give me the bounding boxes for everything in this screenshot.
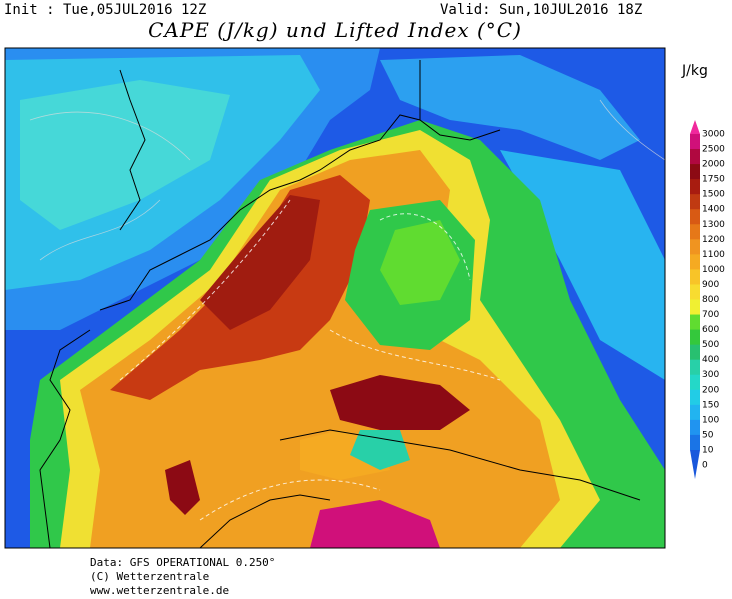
colorbar-swatch — [690, 224, 700, 240]
colorbar-label: 400 — [702, 355, 719, 365]
colorbar-label: 1000 — [702, 265, 725, 275]
colorbar-swatch — [690, 404, 700, 421]
colorbar-label: 3000 — [702, 130, 725, 140]
colorbar-swatch — [690, 194, 700, 210]
colorbar-cap — [690, 120, 700, 134]
colorbar-swatch — [690, 254, 700, 270]
footer-line: (C) Wetterzentrale — [90, 570, 210, 583]
colorbar-swatch — [690, 239, 700, 255]
footer-line: Data: GFS OPERATIONAL 0.250° — [90, 556, 276, 569]
colorbar-label: 2500 — [702, 145, 725, 155]
colorbar-label: 1500 — [702, 190, 725, 200]
colorbar-label: 1400 — [702, 205, 725, 215]
colorbar-label: 100 — [702, 415, 719, 425]
colorbar-label: 150 — [702, 400, 719, 410]
colorbar-swatch — [690, 419, 700, 436]
map — [5, 48, 665, 548]
footer-line: www.wetterzentrale.de — [90, 584, 230, 597]
colorbar-label: 1750 — [702, 175, 725, 185]
colorbar-label: 0 — [702, 461, 708, 471]
colorbar-label: 1100 — [702, 250, 725, 260]
colorbar-swatch — [690, 149, 700, 165]
colorbar-swatch — [690, 314, 700, 331]
init-time: Init : Tue,05JUL2016 12Z — [4, 2, 207, 18]
colorbar: 3000250020001750150014001300120011001000… — [690, 120, 725, 479]
colorbar-label: 500 — [702, 340, 719, 350]
colorbar-swatch — [690, 179, 700, 195]
colorbar-swatch — [690, 329, 700, 346]
colorbar-swatch — [690, 299, 700, 316]
colorbar-swatch — [690, 374, 700, 391]
colorbar-cap — [690, 449, 700, 479]
colorbar-unit: J/kg — [682, 63, 708, 79]
footer: Data: GFS OPERATIONAL 0.250° (C) Wetterze… — [90, 556, 275, 598]
colorbar-swatch — [690, 134, 700, 150]
colorbar-swatch — [690, 434, 700, 451]
colorbar-label: 600 — [702, 325, 719, 335]
colorbar-label: 1300 — [702, 220, 725, 230]
map-frame — [4, 47, 666, 549]
map-title: CAPE (J/kg) und Lifted Index (°C) — [148, 18, 522, 42]
colorbar-label: 1200 — [702, 235, 725, 245]
colorbar-label: 300 — [702, 370, 719, 380]
colorbar-label: 200 — [702, 385, 719, 395]
colorbar-label: 700 — [702, 310, 719, 320]
colorbar-label: 2000 — [702, 160, 725, 170]
colorbar-swatch — [690, 389, 700, 406]
colorbar-label: 900 — [702, 280, 719, 290]
colorbar-label: 800 — [702, 295, 719, 305]
colorbar-swatch — [690, 284, 700, 300]
colorbar-swatch — [690, 164, 700, 180]
colorbar-label: 10 — [702, 445, 714, 455]
colorbar-swatch — [690, 359, 700, 376]
valid-time: Valid: Sun,10JUL2016 18Z — [440, 2, 643, 18]
colorbar-label: 50 — [702, 430, 714, 440]
colorbar-swatch — [690, 344, 700, 361]
colorbar-swatch — [690, 209, 700, 225]
colorbar-swatch — [690, 269, 700, 285]
